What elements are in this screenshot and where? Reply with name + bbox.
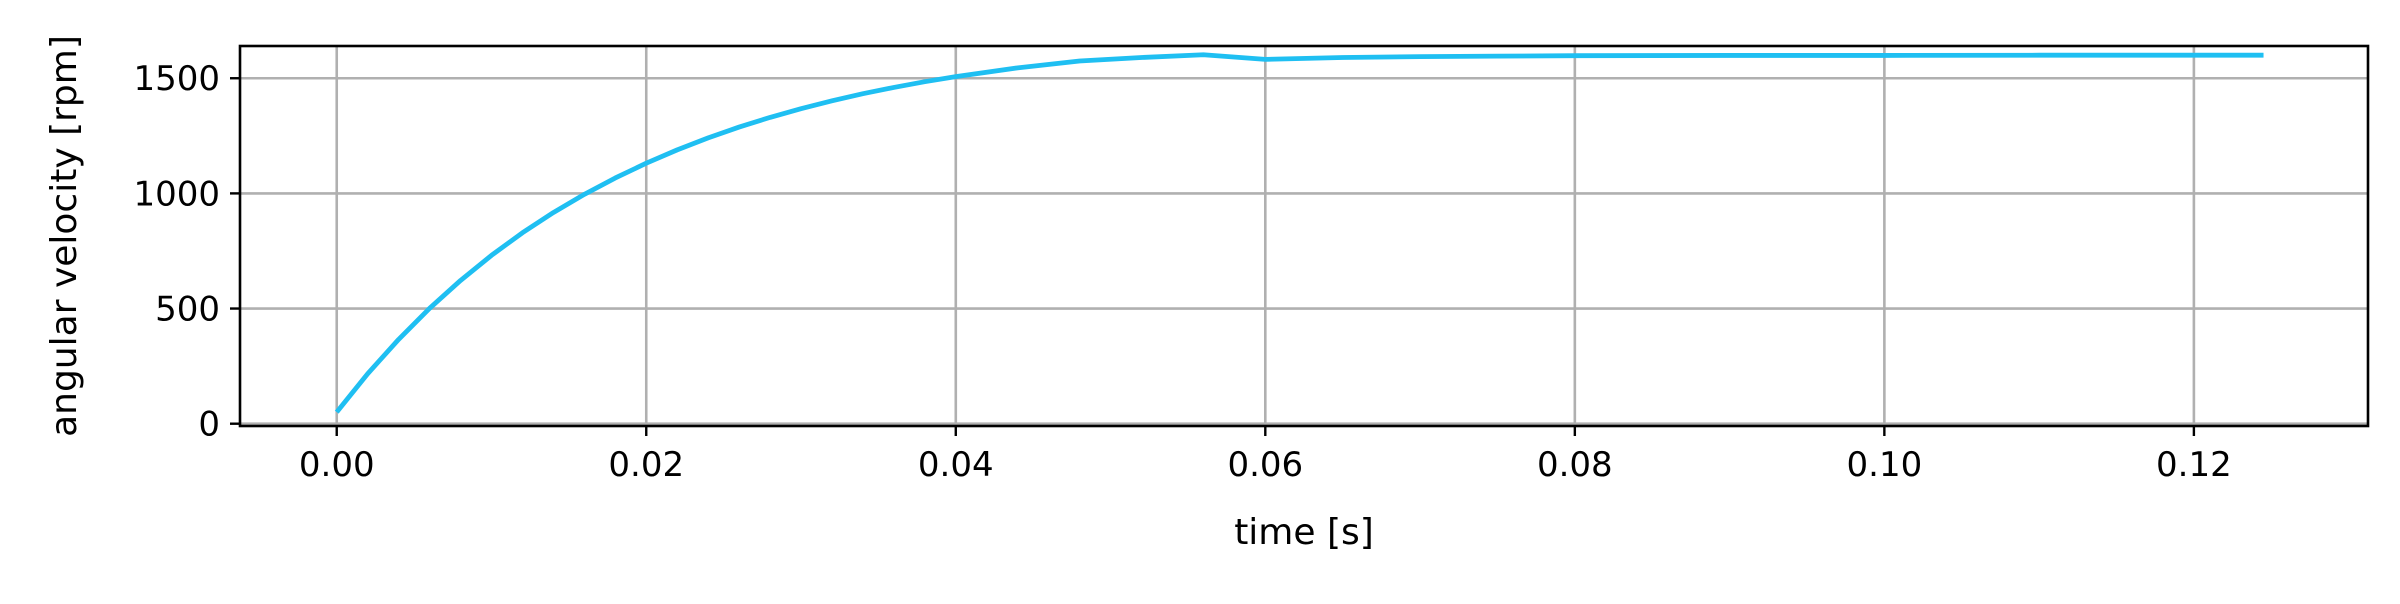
x-tick-label: 0.00 bbox=[299, 445, 375, 485]
y-tick-label: 1000 bbox=[133, 174, 220, 214]
y-tick-label: 500 bbox=[155, 290, 220, 330]
y-axis-label: angular velocity [rpm] bbox=[44, 35, 85, 437]
x-tick-label: 0.06 bbox=[1227, 445, 1303, 485]
series-layer bbox=[334, 52, 2264, 414]
x-tick-label: 0.12 bbox=[2156, 445, 2232, 485]
x-axis-label: time [s] bbox=[1234, 512, 1374, 553]
plot-frame bbox=[238, 44, 2370, 428]
x-tick-label: 0.04 bbox=[918, 445, 994, 485]
grid bbox=[240, 46, 2368, 426]
x-tick-label: 0.08 bbox=[1537, 445, 1613, 485]
y-tick-label: 0 bbox=[198, 405, 220, 445]
y-tick-label: 1500 bbox=[133, 59, 220, 99]
x-tick-label: 0.02 bbox=[608, 445, 684, 485]
x-tick-label: 0.10 bbox=[1847, 445, 1923, 485]
series-line bbox=[334, 52, 2264, 414]
ticks: 0.00 0.02 0.04 0.06 0.08 0.10 0.12 0 500 1000 1500 bbox=[133, 59, 2231, 485]
